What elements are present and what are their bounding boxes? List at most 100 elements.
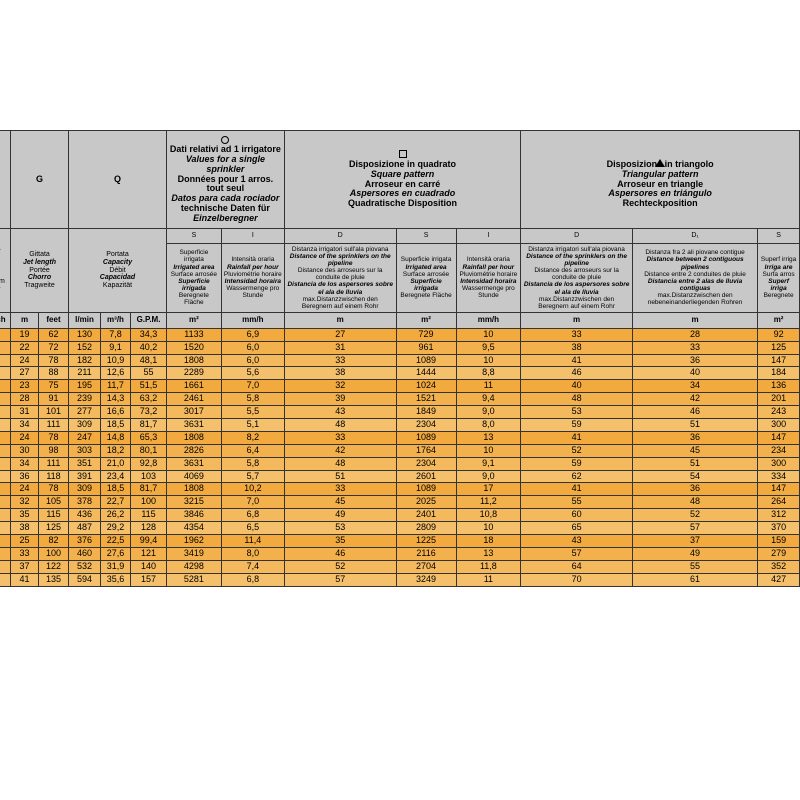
cell: 19 bbox=[11, 328, 39, 341]
cell: 9,0 bbox=[456, 406, 521, 419]
unit-2: feet bbox=[39, 312, 69, 328]
cell: 29 bbox=[0, 483, 11, 496]
cell: 26,2 bbox=[101, 509, 131, 522]
table-row: 704113559435,615752816,8573249117061427 bbox=[0, 573, 800, 586]
cell: 57 bbox=[284, 573, 396, 586]
cell: 243 bbox=[758, 406, 800, 419]
cell: 59 bbox=[521, 419, 633, 432]
cell: 1024 bbox=[396, 380, 456, 393]
cell: 6,8 bbox=[221, 573, 284, 586]
cell: 45 bbox=[632, 444, 757, 457]
cell: 56 bbox=[0, 560, 11, 573]
table-row: 56278821112,65522895,63814448,84640184 bbox=[0, 367, 800, 380]
cell: 10 bbox=[456, 354, 521, 367]
cell: 11 bbox=[456, 573, 521, 586]
unit-6: m² bbox=[167, 312, 222, 328]
cell: 91 bbox=[39, 393, 69, 406]
cell: 2304 bbox=[396, 419, 456, 432]
cell: 80,1 bbox=[131, 444, 167, 457]
desc-p: ssionessuressionesiónrdruck imegner bbox=[0, 229, 11, 313]
cell: 33 bbox=[521, 328, 633, 341]
cell: 32 bbox=[284, 380, 396, 393]
cell: 38 bbox=[284, 367, 396, 380]
cell: 62 bbox=[39, 328, 69, 341]
unit-10: mm/h bbox=[456, 312, 521, 328]
cell: 49 bbox=[632, 547, 757, 560]
cell: 100 bbox=[131, 496, 167, 509]
cell: 56 bbox=[0, 509, 11, 522]
cell: 312 bbox=[758, 509, 800, 522]
table-row: 703812548729,212843546,5532809106557370 bbox=[0, 522, 800, 535]
cell: 1808 bbox=[167, 354, 222, 367]
cell: 53 bbox=[521, 406, 633, 419]
cell: 13 bbox=[456, 431, 521, 444]
cell: 34 bbox=[11, 419, 39, 432]
cell: 43 bbox=[521, 535, 633, 548]
desc-S_sq: Superficie irrigataIrrigated areaSurface… bbox=[396, 243, 456, 312]
cell: 43 bbox=[284, 406, 396, 419]
cell: 103 bbox=[131, 470, 167, 483]
cell: 300 bbox=[758, 419, 800, 432]
cell: 62 bbox=[521, 470, 633, 483]
cell: 532 bbox=[69, 560, 101, 573]
cell: 1661 bbox=[167, 380, 222, 393]
cell: 44 bbox=[0, 393, 11, 406]
cell: 309 bbox=[69, 419, 101, 432]
cell: 42 bbox=[632, 393, 757, 406]
cell: 159 bbox=[758, 535, 800, 548]
table-row: 44309830318,280,128266,4421764105245234 bbox=[0, 444, 800, 457]
unit-3: l/min bbox=[69, 312, 101, 328]
cell: 60 bbox=[521, 509, 633, 522]
desc-D1_tr: Distanza fra 2 ali piovane contigueDista… bbox=[632, 243, 757, 312]
cell: 1089 bbox=[396, 354, 456, 367]
cell: 18,2 bbox=[101, 444, 131, 457]
cell: 1808 bbox=[167, 483, 222, 496]
cell: 57 bbox=[632, 522, 757, 535]
cell: 21,0 bbox=[101, 457, 131, 470]
cell: 82 bbox=[39, 535, 69, 548]
cell: 2304 bbox=[396, 457, 456, 470]
cell: 29 bbox=[0, 535, 11, 548]
cell: 378 bbox=[69, 496, 101, 509]
cell: 3846 bbox=[167, 509, 222, 522]
cell: 39 bbox=[284, 393, 396, 406]
cell: 81,7 bbox=[131, 483, 167, 496]
cell: 48 bbox=[284, 457, 396, 470]
page-wrapper: PGQDati relativi ad 1 irrigatoreValues f… bbox=[0, 0, 800, 800]
cell: 5,8 bbox=[221, 393, 284, 406]
cell: 2704 bbox=[396, 560, 456, 573]
cell: 11 bbox=[456, 380, 521, 393]
cell: 18,5 bbox=[101, 419, 131, 432]
cell: 2401 bbox=[396, 509, 456, 522]
cell: 27 bbox=[284, 328, 396, 341]
cell: 10 bbox=[456, 444, 521, 457]
cell: 195 bbox=[69, 380, 101, 393]
cell: 264 bbox=[758, 496, 800, 509]
cell: 436 bbox=[69, 509, 101, 522]
cell: 6,5 bbox=[221, 522, 284, 535]
cell: 22 bbox=[11, 341, 39, 354]
desc-D_sq: Distanza irrigatori sull'ala piovanaDist… bbox=[284, 243, 396, 312]
cell: 157 bbox=[131, 573, 167, 586]
unit-5: G.P.M. bbox=[131, 312, 167, 328]
cell: 27,6 bbox=[101, 547, 131, 560]
cell: 29 bbox=[0, 380, 11, 393]
cell: 140 bbox=[131, 560, 167, 573]
cell: 239 bbox=[69, 393, 101, 406]
cell: 3631 bbox=[167, 457, 222, 470]
sub-d1-triangle: D₁ bbox=[632, 229, 757, 244]
cell: 6,0 bbox=[221, 354, 284, 367]
col-group-triangle: Disposizione in triangoloTriangular patt… bbox=[521, 131, 800, 229]
cell: 1225 bbox=[396, 535, 456, 548]
cell: 3631 bbox=[167, 419, 222, 432]
table-row: 703611839123,410340695,75126019,06254334 bbox=[0, 470, 800, 483]
cell: 28 bbox=[632, 328, 757, 341]
cell: 33 bbox=[284, 354, 396, 367]
cell: 4069 bbox=[167, 470, 222, 483]
cell: 5281 bbox=[167, 573, 222, 586]
cell: 2809 bbox=[396, 522, 456, 535]
cell: 2461 bbox=[167, 393, 222, 406]
desc-D_tr: Distanza irrigatori sull'ala piovanaDist… bbox=[521, 243, 633, 312]
table-row: 2922721529,140,215206,0319619,53833125 bbox=[0, 341, 800, 354]
cell: 48 bbox=[632, 496, 757, 509]
